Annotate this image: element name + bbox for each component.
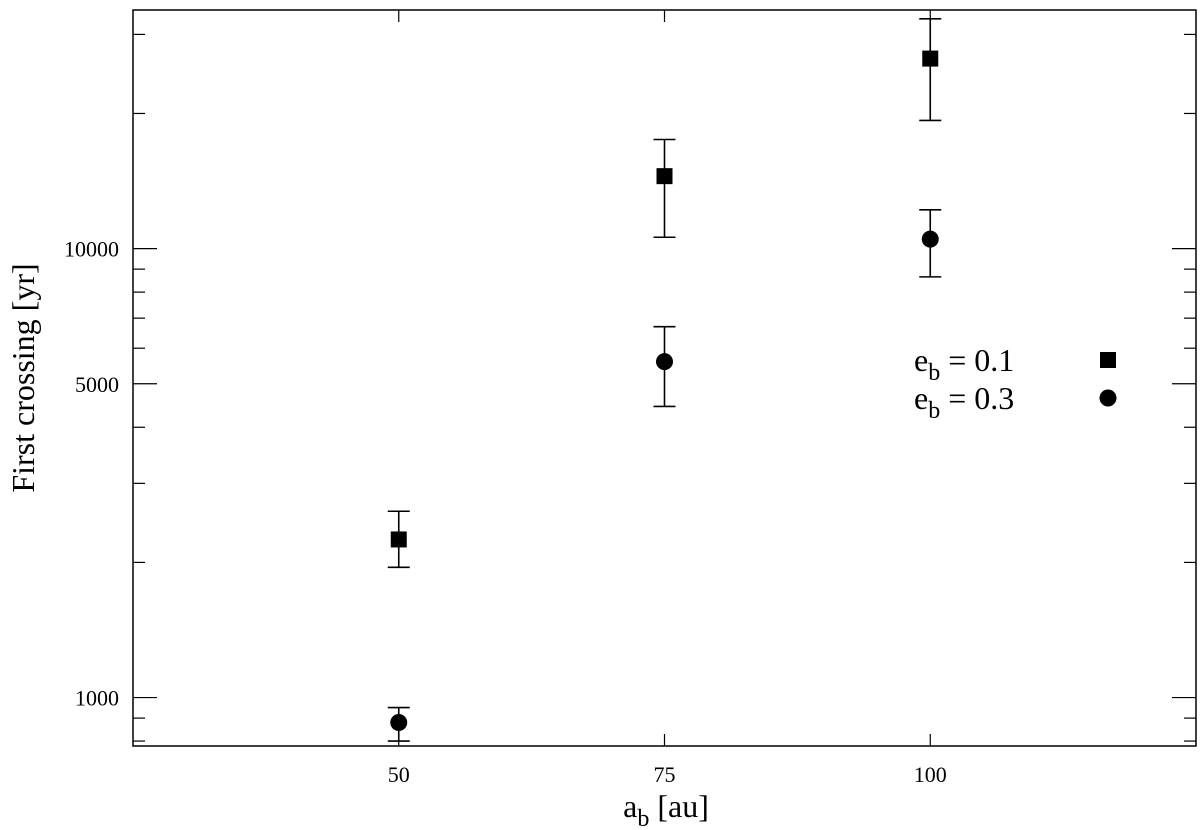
legend-marker-circle xyxy=(1099,389,1117,407)
x-tick-label: 50 xyxy=(388,762,410,787)
data-point-circle xyxy=(656,353,673,371)
x-axis-title-main: a xyxy=(623,788,637,824)
y-tick-label: 5000 xyxy=(75,372,119,397)
x-axis-title-rest: [au] xyxy=(649,788,709,824)
y-tick-label: 10000 xyxy=(64,237,119,262)
data-point-square xyxy=(656,168,673,185)
x-axis-title-sub: b xyxy=(637,806,649,830)
legend-marker-square xyxy=(1100,352,1116,368)
y-tick-label: 1000 xyxy=(75,686,119,711)
data-point-circle xyxy=(390,713,408,731)
data-point-circle xyxy=(921,230,939,248)
legend-label: eb = 0.3 xyxy=(914,380,1014,424)
x-tick-label: 75 xyxy=(654,762,676,787)
data-point-square xyxy=(922,50,939,67)
data-point-square xyxy=(390,531,407,548)
legend-label: eb = 0.1 xyxy=(914,342,1014,386)
x-tick-label: 100 xyxy=(914,762,947,787)
x-axis-title: ab [au] xyxy=(623,788,709,830)
y-axis-title: First crossing [yr] xyxy=(5,263,41,492)
svg-text:ab [au]: ab [au] xyxy=(623,788,709,830)
